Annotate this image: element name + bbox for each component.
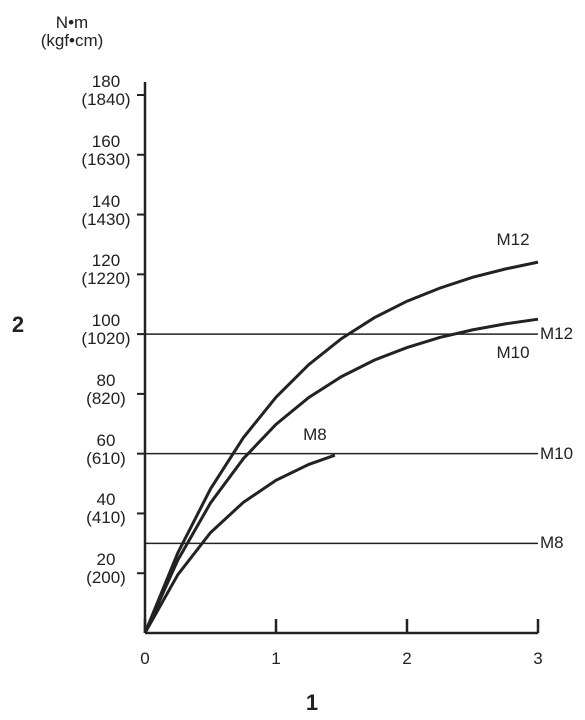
x-tick-label: 3 — [533, 649, 543, 668]
y-tick-label: 80 (820) — [86, 370, 126, 408]
series-line — [143, 317, 539, 634]
y-tick-label: 20 (200) — [86, 550, 126, 588]
series-label: M10 — [496, 343, 530, 363]
x-axis-label: 1 — [305, 690, 319, 715]
x-tick-label: 0 — [140, 649, 150, 668]
y-tick-label: 160 (1630) — [81, 131, 131, 169]
y-tick-label: 140 (1430) — [81, 191, 131, 229]
series-line — [143, 260, 539, 634]
y-unit: N•m (kgf•cm) — [40, 13, 104, 50]
series-label: M12 — [496, 230, 530, 250]
reference-label: M8 — [540, 533, 564, 553]
reference-label: M10 — [540, 443, 574, 463]
series-line — [143, 453, 336, 634]
y-tick-label: 60 (610) — [86, 430, 126, 468]
y-tick-label: 40 (410) — [86, 490, 126, 528]
series-label: M8 — [303, 425, 327, 445]
y-axis-label: 2 — [11, 312, 25, 337]
x-tick-label: 1 — [271, 649, 281, 668]
y-tick-label: 120 (1220) — [81, 251, 131, 289]
x-tick-label: 2 — [402, 649, 412, 668]
y-tick-label: 180 (1840) — [81, 72, 131, 109]
y-tick-label: 100 (1020) — [81, 311, 131, 349]
reference-label: M12 — [540, 324, 574, 344]
